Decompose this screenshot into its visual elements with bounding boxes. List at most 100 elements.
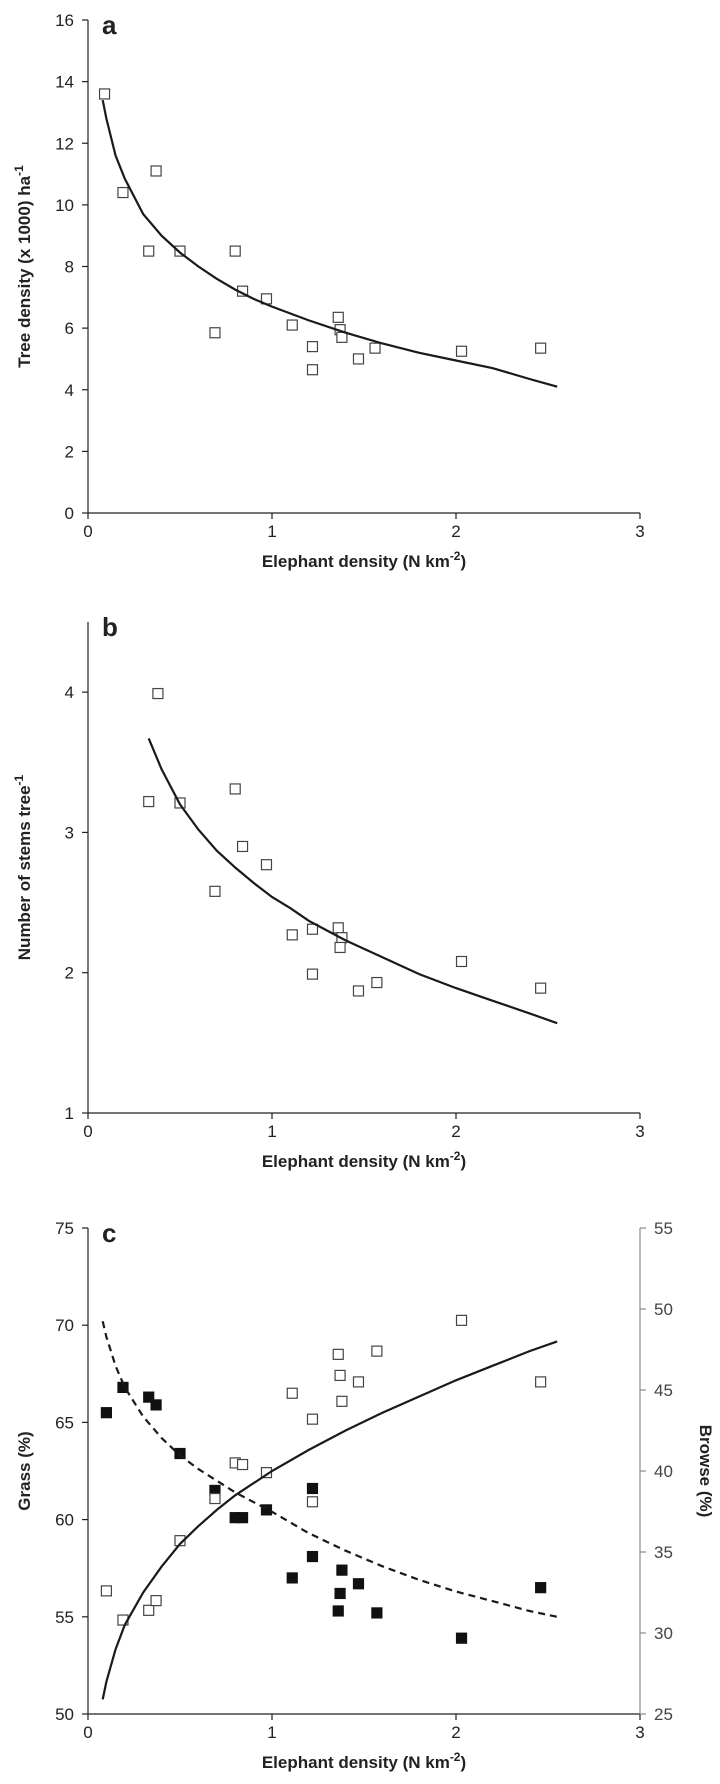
data-point-filled [306, 1482, 319, 1495]
data-point-filled [336, 1564, 348, 1576]
data-point-open [236, 1458, 249, 1471]
x-tick-label: 0 [83, 1122, 92, 1141]
data-point-filled [260, 1504, 273, 1516]
y-tick-label: 10 [55, 196, 74, 215]
x-tick-label: 0 [83, 522, 92, 541]
data-point-filled [332, 1605, 344, 1617]
data-point-open [286, 1387, 298, 1399]
data-point-open [336, 331, 348, 343]
x-axis-label: Elephant density (N km-2) [262, 549, 466, 571]
data-point-open [332, 311, 344, 323]
data-point-open [236, 840, 249, 853]
data-point-open [174, 1535, 186, 1547]
y-axis-label: Number of stems tree-1 [12, 774, 34, 960]
y-tick-label: 3 [65, 823, 74, 842]
panel-c: 0 1 2 3 50 55 60 65 70 75 25 30 35 40 45 50 55 c Elephant … [15, 1218, 715, 1772]
data-point-open [334, 1369, 346, 1382]
data-point-open [152, 687, 164, 700]
data-point-open [229, 783, 241, 795]
data-point-open [371, 976, 383, 989]
data-point-filled [352, 1578, 365, 1590]
data-point-open [143, 245, 155, 257]
x-tick-label: 1 [267, 522, 276, 541]
y-tick-label: 65 [55, 1413, 74, 1432]
x-axis-label: Elephant density (N km-2) [262, 1750, 466, 1772]
data-point-open [455, 1314, 468, 1326]
panel-letter: a [102, 10, 117, 40]
data-point-open [286, 319, 298, 331]
data-point-open [455, 955, 468, 968]
data-point-filled [150, 1399, 162, 1411]
data-point-open [535, 982, 547, 994]
data-point-open [174, 245, 186, 257]
x-tick-label: 3 [635, 522, 644, 541]
data-point-open [209, 1492, 221, 1505]
data-point-open [352, 353, 365, 365]
x-tick-label: 2 [451, 1723, 460, 1742]
y-tick-label: 50 [55, 1705, 74, 1724]
data-point-filled [143, 1391, 155, 1403]
data-point-filled [306, 1550, 319, 1563]
y-tick-label: 16 [55, 11, 74, 30]
y2-tick-label: 30 [654, 1624, 673, 1643]
y-tick-label: 75 [55, 1219, 74, 1238]
y-tick-label: 4 [65, 381, 74, 400]
data-point-open [260, 859, 273, 871]
y-tick-label: 60 [55, 1511, 74, 1530]
data-point-open [150, 165, 162, 177]
x-axis-label: Elephant density (N km-2) [262, 1149, 466, 1171]
y-tick-label: 8 [65, 258, 74, 277]
fit-curve-solid [147, 737, 558, 1025]
data-point-open [306, 1413, 319, 1425]
data-point-open [143, 795, 155, 808]
data-point-open [150, 1594, 162, 1607]
y-tick-label: 55 [55, 1608, 74, 1627]
data-point-filled [371, 1607, 383, 1619]
data-point-open [336, 1395, 348, 1407]
data-point-open [209, 885, 221, 897]
data-point-open [334, 941, 346, 954]
data-point-open [332, 922, 344, 934]
data-point-open [306, 364, 319, 376]
x-tick-label: 3 [635, 1723, 644, 1742]
y2-axis-label: Browse (%) [696, 1425, 715, 1518]
data-point-open [229, 245, 241, 257]
panel-letter: b [102, 612, 118, 642]
y2-tick-label: 40 [654, 1462, 673, 1481]
data-point-filled [236, 1512, 249, 1524]
data-point-open [369, 342, 381, 354]
data-point-open [371, 1345, 383, 1357]
fit-curve-solid [101, 99, 558, 388]
y-tick-label: 14 [55, 73, 74, 92]
y2-tick-label: 45 [654, 1381, 673, 1400]
y-tick-label: 70 [55, 1316, 74, 1335]
x-tick-label: 0 [83, 1723, 92, 1742]
data-point-open [306, 923, 319, 935]
data-point-open [286, 929, 298, 941]
y-axis-label: Grass (%) [15, 1431, 34, 1510]
x-tick-label: 1 [267, 1723, 276, 1742]
y-tick-label: 6 [65, 319, 74, 338]
y-tick-label: 2 [65, 964, 74, 983]
data-point-open [306, 1496, 319, 1508]
data-point-open [535, 1376, 547, 1388]
fit-curve-solid [101, 1340, 558, 1700]
panel-letter: c [102, 1218, 116, 1248]
y2-tick-label: 50 [654, 1300, 673, 1319]
data-point-open [100, 1585, 113, 1597]
data-point-open [209, 327, 221, 339]
data-point-open [352, 1376, 365, 1388]
fit-curve-dashed [101, 1321, 558, 1618]
data-point-open [352, 985, 365, 997]
x-tick-label: 3 [635, 1122, 644, 1141]
x-tick-label: 2 [451, 1122, 460, 1141]
y-tick-label: 4 [65, 683, 74, 702]
y-tick-label: 0 [65, 504, 74, 523]
data-point-open [306, 341, 319, 353]
data-point-filled [100, 1407, 113, 1419]
data-point-filled [455, 1632, 468, 1644]
data-point-open [143, 1604, 155, 1616]
data-point-open [332, 1348, 344, 1360]
